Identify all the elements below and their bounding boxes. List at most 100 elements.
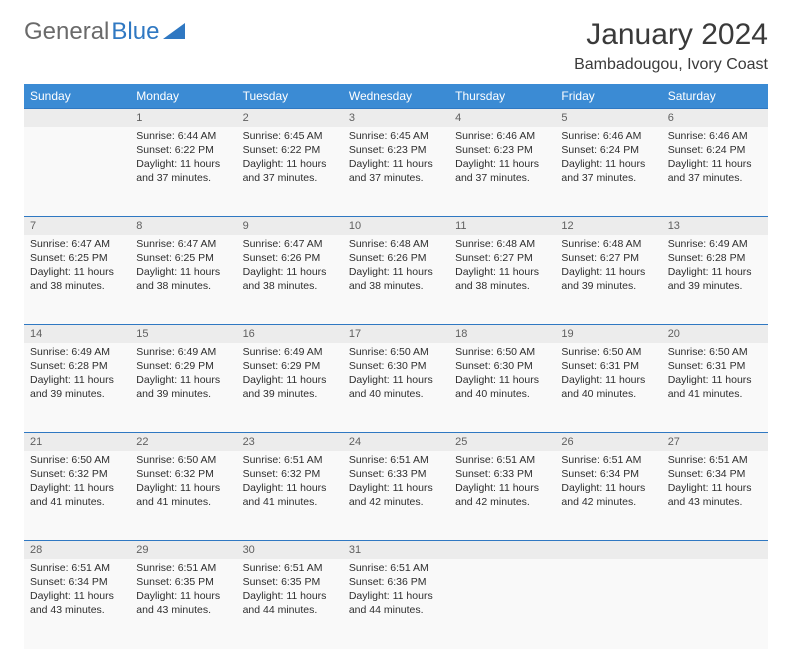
day-number: 28 <box>24 541 130 559</box>
logo-word-2: Blue <box>111 18 159 46</box>
sunset-line: Sunset: 6:32 PM <box>136 467 230 481</box>
sunrise-line: Sunrise: 6:51 AM <box>455 453 549 467</box>
sunset-line: Sunset: 6:29 PM <box>243 359 337 373</box>
day-number: 15 <box>130 325 236 343</box>
weekday-header: Thursday <box>449 84 555 109</box>
day-number: 31 <box>343 541 449 559</box>
sunset-line: Sunset: 6:34 PM <box>668 467 762 481</box>
sunrise-line: Sunrise: 6:47 AM <box>136 237 230 251</box>
sunrise-line: Sunrise: 6:49 AM <box>30 345 124 359</box>
weekday-header: Friday <box>555 84 661 109</box>
empty-cell <box>662 559 768 649</box>
day-cell: Sunrise: 6:48 AMSunset: 6:27 PMDaylight:… <box>555 235 661 325</box>
day-number: 30 <box>237 541 343 559</box>
sunset-line: Sunset: 6:29 PM <box>136 359 230 373</box>
daylight-line: Daylight: 11 hours and 37 minutes. <box>349 157 443 185</box>
sunrise-line: Sunrise: 6:50 AM <box>349 345 443 359</box>
empty-cell <box>24 109 130 127</box>
day-number: 29 <box>130 541 236 559</box>
sunrise-line: Sunrise: 6:48 AM <box>561 237 655 251</box>
sunset-line: Sunset: 6:35 PM <box>136 575 230 589</box>
day-number: 2 <box>237 109 343 127</box>
day-cell: Sunrise: 6:45 AMSunset: 6:23 PMDaylight:… <box>343 127 449 217</box>
sunset-line: Sunset: 6:27 PM <box>455 251 549 265</box>
day-number: 7 <box>24 217 130 235</box>
empty-cell <box>449 559 555 649</box>
daylight-line: Daylight: 11 hours and 38 minutes. <box>30 265 124 293</box>
day-number: 11 <box>449 217 555 235</box>
day-cell: Sunrise: 6:50 AMSunset: 6:30 PMDaylight:… <box>449 343 555 433</box>
logo-word-1: General <box>24 18 109 46</box>
sunset-line: Sunset: 6:23 PM <box>455 143 549 157</box>
day-number: 23 <box>237 433 343 451</box>
weekday-header: Saturday <box>662 84 768 109</box>
daylight-line: Daylight: 11 hours and 39 minutes. <box>136 373 230 401</box>
weekday-header: Wednesday <box>343 84 449 109</box>
day-cell: Sunrise: 6:47 AMSunset: 6:25 PMDaylight:… <box>24 235 130 325</box>
day-cell: Sunrise: 6:50 AMSunset: 6:32 PMDaylight:… <box>24 451 130 541</box>
daylight-line: Daylight: 11 hours and 37 minutes. <box>668 157 762 185</box>
sunset-line: Sunset: 6:27 PM <box>561 251 655 265</box>
daylight-line: Daylight: 11 hours and 41 minutes. <box>668 373 762 401</box>
day-number: 25 <box>449 433 555 451</box>
weekday-header: Monday <box>130 84 236 109</box>
sunset-line: Sunset: 6:35 PM <box>243 575 337 589</box>
daylight-line: Daylight: 11 hours and 43 minutes. <box>136 589 230 617</box>
day-cell: Sunrise: 6:46 AMSunset: 6:24 PMDaylight:… <box>555 127 661 217</box>
empty-cell <box>449 541 555 559</box>
sunrise-line: Sunrise: 6:51 AM <box>243 453 337 467</box>
weekday-header: Tuesday <box>237 84 343 109</box>
empty-cell <box>662 541 768 559</box>
day-cell: Sunrise: 6:51 AMSunset: 6:36 PMDaylight:… <box>343 559 449 649</box>
sunset-line: Sunset: 6:33 PM <box>349 467 443 481</box>
sunrise-line: Sunrise: 6:50 AM <box>561 345 655 359</box>
sunrise-line: Sunrise: 6:45 AM <box>349 129 443 143</box>
empty-cell <box>555 559 661 649</box>
day-cell: Sunrise: 6:51 AMSunset: 6:32 PMDaylight:… <box>237 451 343 541</box>
daylight-line: Daylight: 11 hours and 41 minutes. <box>136 481 230 509</box>
day-number: 9 <box>237 217 343 235</box>
daylight-line: Daylight: 11 hours and 40 minutes. <box>561 373 655 401</box>
sunrise-line: Sunrise: 6:51 AM <box>243 561 337 575</box>
day-cell: Sunrise: 6:50 AMSunset: 6:30 PMDaylight:… <box>343 343 449 433</box>
sunset-line: Sunset: 6:36 PM <box>349 575 443 589</box>
sunrise-line: Sunrise: 6:45 AM <box>243 129 337 143</box>
day-number: 24 <box>343 433 449 451</box>
sunrise-line: Sunrise: 6:46 AM <box>561 129 655 143</box>
sunset-line: Sunset: 6:25 PM <box>136 251 230 265</box>
sunset-line: Sunset: 6:25 PM <box>30 251 124 265</box>
day-cell: Sunrise: 6:47 AMSunset: 6:26 PMDaylight:… <box>237 235 343 325</box>
sunset-line: Sunset: 6:32 PM <box>30 467 124 481</box>
day-number: 13 <box>662 217 768 235</box>
daylight-line: Daylight: 11 hours and 42 minutes. <box>561 481 655 509</box>
daylight-line: Daylight: 11 hours and 39 minutes. <box>561 265 655 293</box>
sunset-line: Sunset: 6:22 PM <box>243 143 337 157</box>
day-number: 4 <box>449 109 555 127</box>
day-cell: Sunrise: 6:49 AMSunset: 6:28 PMDaylight:… <box>24 343 130 433</box>
sunset-line: Sunset: 6:34 PM <box>30 575 124 589</box>
sunrise-line: Sunrise: 6:49 AM <box>243 345 337 359</box>
day-cell: Sunrise: 6:49 AMSunset: 6:29 PMDaylight:… <box>130 343 236 433</box>
daylight-line: Daylight: 11 hours and 37 minutes. <box>561 157 655 185</box>
day-number: 22 <box>130 433 236 451</box>
day-number: 1 <box>130 109 236 127</box>
sunrise-line: Sunrise: 6:51 AM <box>136 561 230 575</box>
sunrise-line: Sunrise: 6:50 AM <box>668 345 762 359</box>
daylight-line: Daylight: 11 hours and 40 minutes. <box>455 373 549 401</box>
day-cell: Sunrise: 6:49 AMSunset: 6:28 PMDaylight:… <box>662 235 768 325</box>
day-cell: Sunrise: 6:47 AMSunset: 6:25 PMDaylight:… <box>130 235 236 325</box>
day-number: 18 <box>449 325 555 343</box>
sunrise-line: Sunrise: 6:47 AM <box>30 237 124 251</box>
daylight-line: Daylight: 11 hours and 38 minutes. <box>243 265 337 293</box>
daylight-line: Daylight: 11 hours and 37 minutes. <box>455 157 549 185</box>
logo: General Blue <box>24 18 185 46</box>
month-title: January 2024 <box>574 18 768 52</box>
sunrise-line: Sunrise: 6:50 AM <box>30 453 124 467</box>
calendar-table: SundayMondayTuesdayWednesdayThursdayFrid… <box>24 84 768 649</box>
daylight-line: Daylight: 11 hours and 44 minutes. <box>349 589 443 617</box>
sunset-line: Sunset: 6:33 PM <box>455 467 549 481</box>
day-cell: Sunrise: 6:51 AMSunset: 6:33 PMDaylight:… <box>449 451 555 541</box>
day-number: 17 <box>343 325 449 343</box>
daylight-line: Daylight: 11 hours and 42 minutes. <box>349 481 443 509</box>
sunrise-line: Sunrise: 6:51 AM <box>30 561 124 575</box>
